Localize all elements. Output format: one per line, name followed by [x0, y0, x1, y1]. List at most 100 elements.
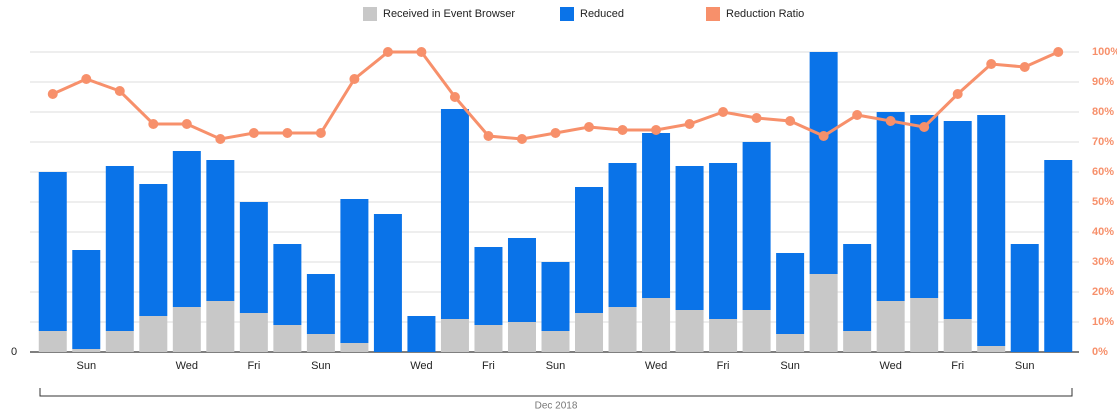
y2-tick-label: 30% [1092, 256, 1114, 268]
legend-label: Reduced [580, 8, 624, 20]
ratio-dot [584, 122, 595, 132]
bar-segment [910, 298, 939, 352]
bar-segment [541, 331, 570, 352]
ratio-dot [382, 47, 393, 57]
bar-segment [776, 253, 805, 334]
bar-segment [910, 115, 939, 298]
bar-segment [876, 112, 905, 301]
bar-segment [776, 334, 805, 352]
bar-segment [507, 322, 536, 352]
bar-segment [642, 133, 671, 298]
ratio-dot [1053, 47, 1064, 57]
y2-tick-label: 100% [1092, 46, 1117, 58]
bar-segment [172, 151, 201, 307]
legend-label: Received in Event Browser [383, 8, 515, 20]
bar-segment [38, 172, 67, 331]
ratio-dot [349, 74, 360, 84]
bar-segment [139, 316, 168, 352]
ratio-dot [986, 59, 997, 69]
ratio-dot [47, 89, 58, 99]
bar-segment [809, 274, 838, 352]
y2-tick-label: 70% [1092, 136, 1114, 148]
x-tick-label: Sun [76, 360, 96, 372]
ratio-dot [718, 107, 729, 117]
bar-segment [440, 319, 469, 352]
ratio-dot [248, 128, 259, 138]
bar-segment [742, 310, 771, 352]
x-tick-label: Wed [645, 360, 667, 372]
x-tick-label: Wed [879, 360, 901, 372]
bar-segment [943, 121, 972, 319]
x-tick-label: Fri [482, 360, 495, 372]
bar-segment [273, 325, 302, 352]
ratio-dot [919, 122, 930, 132]
ratio-dot [550, 128, 561, 138]
bar-segment [340, 343, 369, 352]
bar-segment [507, 238, 536, 322]
y2-tick-label: 80% [1092, 106, 1114, 118]
ratio-dot [181, 119, 192, 129]
bar-segment [206, 160, 235, 301]
ratio-dot [852, 110, 863, 120]
bar-segment [474, 247, 503, 325]
ratio-dot [785, 116, 796, 126]
x-tick-label: Fri [717, 360, 730, 372]
bar-segment [843, 244, 872, 331]
ratio-dot [416, 47, 427, 57]
bar-segment [105, 166, 134, 331]
bar-segment [977, 115, 1006, 346]
legend-swatch [706, 7, 720, 21]
ratio-dot [148, 119, 159, 129]
ratio-dot [483, 131, 494, 141]
x-tick-label: Wed [176, 360, 198, 372]
bar-segment [608, 163, 637, 307]
bar-segment [474, 325, 503, 352]
x-bracket [39, 388, 1073, 397]
y2-tick-label: 0% [1092, 346, 1108, 358]
ratio-dot [617, 125, 628, 135]
bar-segment [172, 307, 201, 352]
ratio-dot [1019, 62, 1030, 72]
bar-segment [1010, 244, 1039, 352]
bar-segment [843, 331, 872, 352]
ratio-dot [215, 134, 226, 144]
ratio-dot [818, 131, 829, 141]
bar-segment [943, 319, 972, 352]
y-tick-label: 0 [11, 346, 17, 358]
y2-tick-label: 50% [1092, 196, 1114, 208]
ratio-line [52, 50, 1059, 141]
ratio-dot [885, 116, 896, 126]
bar-segment [373, 214, 402, 352]
ratio-dot [282, 128, 293, 138]
legend-swatch [560, 7, 574, 21]
x-tick-label: Fri [247, 360, 260, 372]
bar-segment [709, 163, 738, 319]
y2-tick-label: 20% [1092, 286, 1114, 298]
bar-segment [239, 313, 268, 352]
y2-tick-label: 60% [1092, 166, 1114, 178]
bar-segment [742, 142, 771, 310]
ratio-dot [449, 92, 460, 102]
bar-segment [340, 199, 369, 343]
ratio-dot [751, 113, 762, 123]
bar-segment [1044, 160, 1073, 352]
x-tick-label: Wed [410, 360, 432, 372]
bar-segment [306, 274, 335, 334]
ratio-dot [684, 119, 695, 129]
ratio-dot [81, 74, 92, 84]
bar-segment [72, 250, 101, 349]
x-axis-label: Dec 2018 [535, 401, 578, 412]
bar-segment [675, 310, 704, 352]
y2-tick-label: 40% [1092, 226, 1114, 238]
bar-segment [809, 52, 838, 274]
bar-segment [541, 262, 570, 331]
bar-segment [38, 331, 67, 352]
y2-tick-label: 90% [1092, 76, 1114, 88]
bar-segment [608, 307, 637, 352]
ratio-dot [516, 134, 527, 144]
x-tick-label: Sun [1015, 360, 1035, 372]
bar-segment [709, 319, 738, 352]
bar-segment [440, 109, 469, 319]
bar-segment [306, 334, 335, 352]
bar-segment [239, 202, 268, 313]
